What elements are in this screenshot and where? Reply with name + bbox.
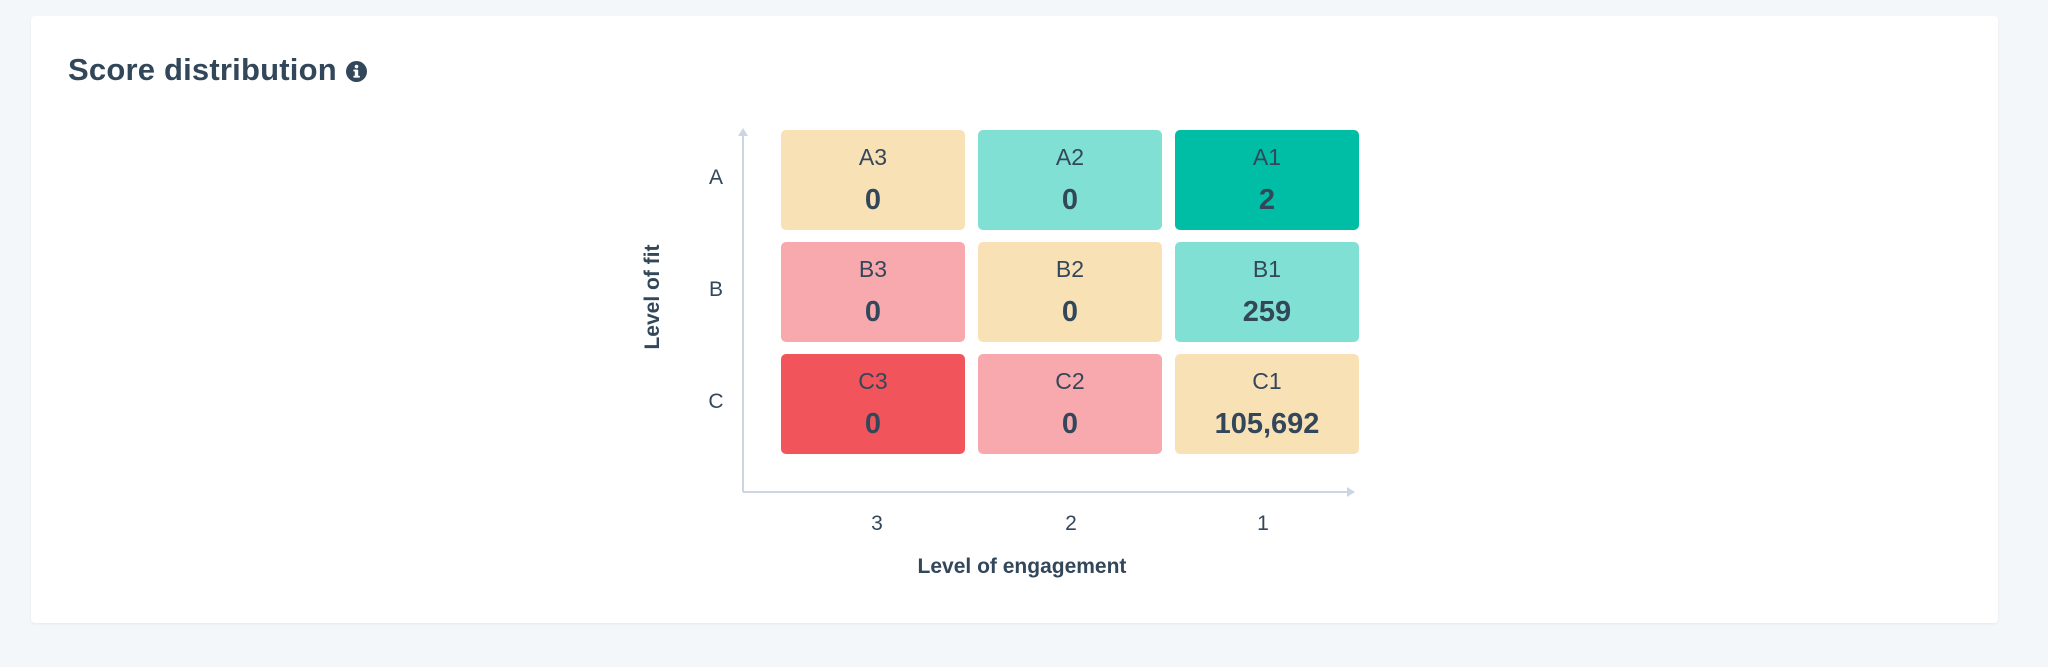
cell-count-value: 259 [1242, 296, 1292, 328]
x-axis-label: Level of engagement [917, 555, 1127, 578]
score-cell-b2[interactable]: B2 0 [978, 242, 1162, 342]
cell-code-label: B1 [1252, 256, 1282, 282]
cell-count-value: 0 [1061, 296, 1079, 328]
score-cell-c2[interactable]: C2 0 [978, 354, 1162, 454]
score-cell-b3[interactable]: B3 0 [781, 242, 965, 342]
cell-code-label: B2 [1055, 256, 1085, 282]
x-tick-label: 3 [871, 512, 883, 535]
x-tick-label: 1 [1257, 512, 1269, 535]
score-matrix-chart: A B C 3 2 1 Level of fit Level of engagement… [31, 16, 1998, 623]
info-icon[interactable] [345, 60, 367, 82]
cell-code-label: C1 [1252, 368, 1282, 394]
score-cell-a1[interactable]: A1 2 [1175, 130, 1359, 230]
cell-count-value: 0 [1061, 184, 1079, 216]
y-tick-label: C [708, 390, 724, 413]
cell-code-label: C3 [858, 368, 888, 394]
y-tick-label: B [708, 278, 723, 301]
cell-code-label: C2 [1055, 368, 1085, 394]
score-cell-c1[interactable]: C1 105,692 [1175, 354, 1359, 454]
chart-axes [738, 128, 1355, 497]
cell-count-value: 105,692 [1214, 408, 1320, 440]
cell-code-label: A1 [1252, 144, 1282, 170]
score-cell-a2[interactable]: A2 0 [978, 130, 1162, 230]
x-axis-arrow [1347, 487, 1355, 497]
cell-count-value: 0 [1061, 408, 1079, 440]
y-tick-label: A [708, 166, 723, 189]
score-distribution-card: Score distribution A B C 3 2 1 Level of fit … [31, 16, 1998, 623]
card-header: Score distribution [68, 52, 367, 88]
cell-code-label: B3 [858, 256, 888, 282]
x-tick-label: 2 [1065, 512, 1077, 535]
cell-code-label: A2 [1055, 144, 1085, 170]
score-cell-b1[interactable]: B1 259 [1175, 242, 1359, 342]
cell-count-value: 0 [864, 184, 882, 216]
cell-count-value: 2 [1258, 184, 1276, 216]
cell-count-value: 0 [864, 296, 882, 328]
cell-count-value: 0 [864, 408, 882, 440]
y-axis-label: Level of fit [641, 244, 664, 350]
score-cell-a3[interactable]: A3 0 [781, 130, 965, 230]
y-axis-arrow [738, 128, 748, 136]
card-title: Score distribution [68, 52, 337, 87]
cell-code-label: A3 [858, 144, 888, 170]
score-cell-c3[interactable]: C3 0 [781, 354, 965, 454]
